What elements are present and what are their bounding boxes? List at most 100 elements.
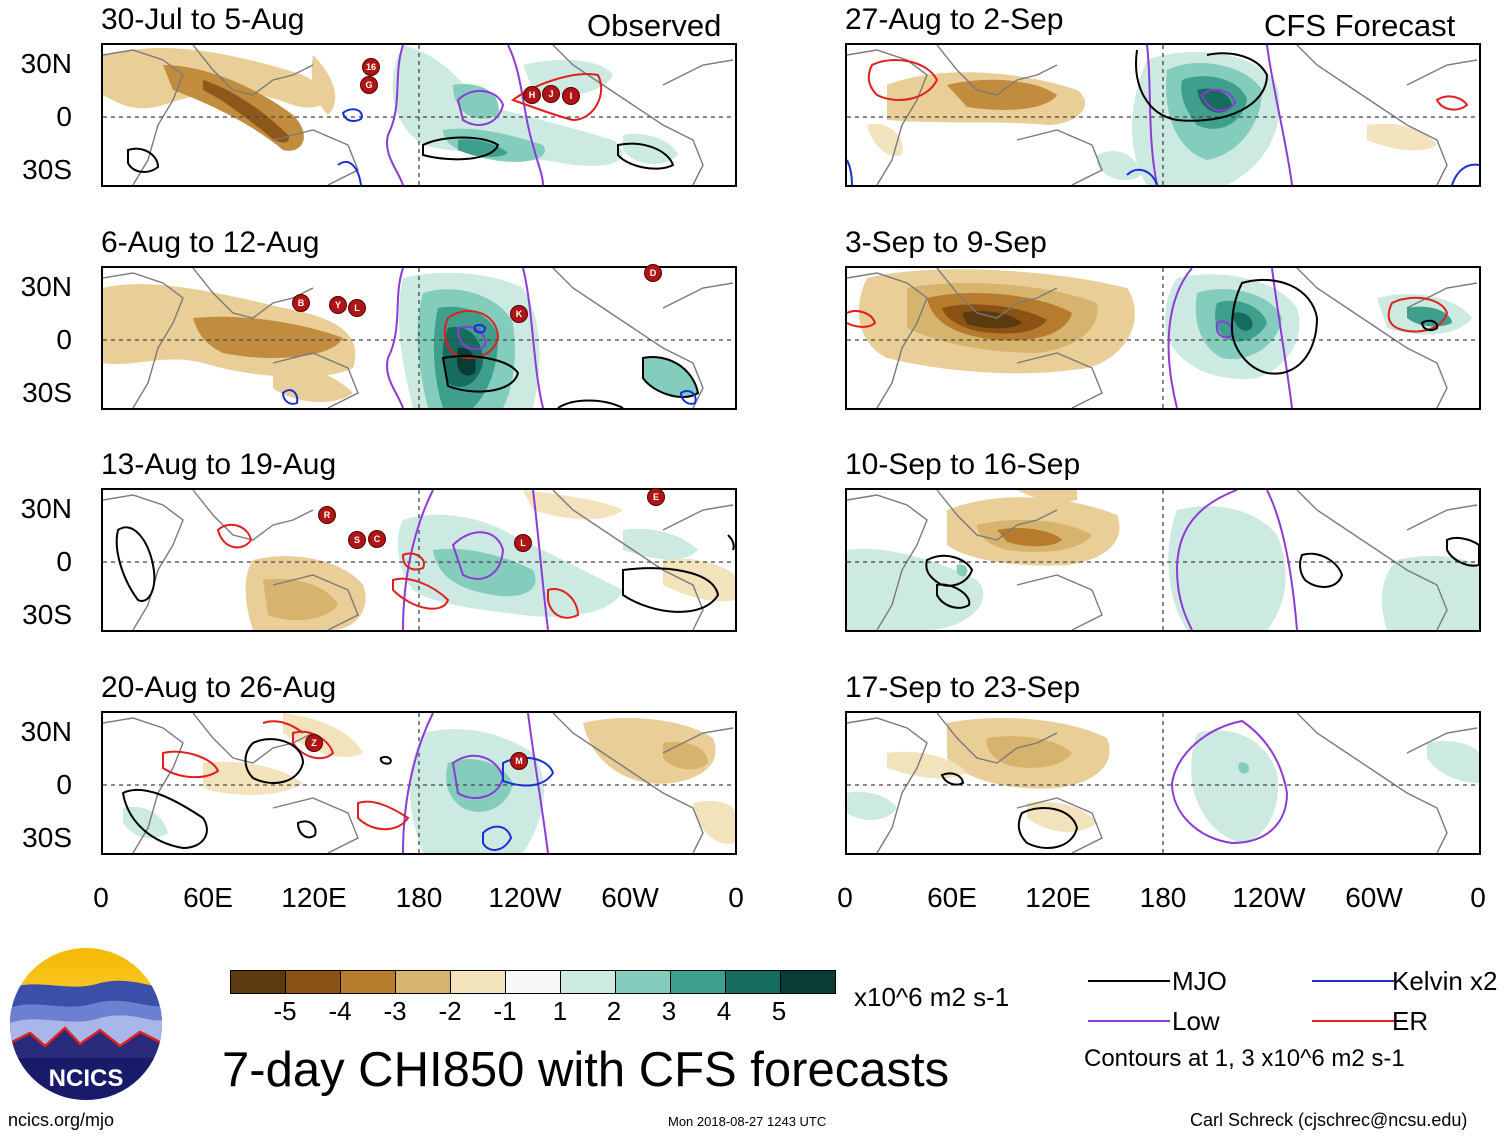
colorbar-swatch — [780, 970, 836, 994]
lat-label: 30S — [22, 822, 72, 853]
divergent-anomaly — [887, 718, 1110, 833]
contours — [281, 268, 700, 408]
map-panel-fcst-4 — [845, 711, 1481, 855]
lon-label: 180 — [395, 882, 443, 913]
tropical-storm-marker: E — [647, 488, 665, 506]
lat-label: 30N — [20, 271, 72, 302]
colorbar-tick-label: -5 — [273, 996, 297, 1026]
lat-label: 0 — [56, 769, 72, 800]
colorbar-swatch — [615, 970, 671, 994]
anomaly-map — [103, 268, 735, 408]
continents — [847, 268, 1478, 408]
lat-label: 30S — [22, 599, 72, 630]
panel-title: 13-Aug to 19-Aug — [101, 448, 337, 481]
ncics-logo: NCICS — [10, 948, 162, 1100]
legend-low-label: Low — [1172, 1006, 1220, 1036]
continents — [847, 45, 1478, 185]
anomaly-map — [847, 45, 1479, 185]
map-panel-fcst-2 — [845, 266, 1481, 410]
map-panel-obs-3 — [101, 488, 737, 632]
tropical-storm-marker: 16 — [362, 58, 380, 76]
lon-label: 120W — [1232, 882, 1306, 913]
footer-url[interactable]: ncics.org/mjo — [8, 1110, 115, 1130]
contours — [121, 713, 555, 853]
anomaly-map — [103, 490, 735, 630]
divergent-anomaly — [245, 490, 735, 630]
continents — [103, 45, 734, 185]
legend-er-line — [1312, 1020, 1394, 1022]
tropical-storm-marker: D — [644, 264, 662, 282]
panel-title: 20-Aug to 26-Aug — [101, 671, 337, 704]
tropical-storm-marker: S — [348, 531, 366, 549]
contours — [847, 268, 1449, 408]
lon-label: 180 — [1139, 882, 1187, 913]
contours — [127, 45, 675, 185]
colorbar-tick-label: 4 — [716, 996, 732, 1026]
colorbar-swatch — [560, 970, 616, 994]
tropical-storm-marker: L — [348, 299, 366, 317]
convergent-anomaly — [847, 730, 1479, 843]
colorbar-swatch — [505, 970, 561, 994]
lat-label: 0 — [56, 324, 72, 355]
legend-mjo-line — [1088, 980, 1170, 982]
colorbar-tick-label: 3 — [661, 996, 677, 1026]
divergent-anomaly — [103, 47, 336, 151]
lon-label: 0 — [728, 882, 744, 913]
colorbar-swatch — [230, 970, 286, 994]
tropical-storm-marker: G — [360, 76, 378, 94]
tropical-storm-marker: C — [368, 530, 386, 548]
lat-label: 30N — [20, 493, 72, 524]
anomaly-map — [103, 713, 735, 853]
divergent-anomaly — [858, 269, 1135, 374]
tropical-storm-marker: B — [292, 294, 310, 312]
lon-label: 0 — [837, 882, 853, 913]
tropical-storm-marker: J — [542, 85, 560, 103]
colorbar-tick-label: -4 — [328, 996, 352, 1026]
lat-label: 30S — [22, 154, 72, 185]
forecast-header: CFS Forecast — [1264, 8, 1456, 43]
contours — [925, 490, 1479, 630]
lon-label: 0 — [1470, 882, 1486, 913]
colorbar-swatch — [395, 970, 451, 994]
tropical-storm-marker: Y — [329, 296, 347, 314]
map-panel-obs-1 — [101, 43, 737, 187]
divergent-anomaly — [103, 284, 356, 403]
lat-label: 0 — [56, 546, 72, 577]
anomaly-map — [847, 490, 1479, 630]
anomaly-map — [847, 713, 1479, 853]
lat-label: 30N — [20, 716, 72, 747]
anomaly-map — [103, 45, 735, 185]
convergent-anomaly — [847, 506, 1479, 630]
colorbar-swatch — [285, 970, 341, 994]
footer-credit: Carl Schreck (cjschrec@ncsu.edu) — [1190, 1110, 1468, 1130]
colorbar-units: x10^6 m2 s-1 — [854, 982, 1010, 1012]
tropical-storm-marker: R — [318, 506, 336, 524]
continents — [847, 713, 1478, 853]
legend-kelvin-label: Kelvin x2 — [1392, 966, 1498, 996]
panel-title: 30-Jul to 5-Aug — [101, 3, 305, 36]
convergent-anomaly — [1097, 52, 1280, 185]
contours — [115, 490, 735, 630]
tropical-storm-marker: I — [562, 87, 580, 105]
footer-timestamp: Mon 2018-08-27 1243 UTC — [668, 1114, 827, 1129]
divergent-anomaly — [203, 713, 735, 844]
colorbar-swatch — [670, 970, 726, 994]
map-panel-obs-4 — [101, 711, 737, 855]
divergent-anomaly — [947, 490, 1120, 566]
legend-er-label: ER — [1392, 1006, 1429, 1036]
lon-label: 120W — [488, 882, 562, 913]
lat-label: 30N — [20, 48, 72, 79]
colorbar-tick-label: -2 — [438, 996, 462, 1026]
tropical-storm-marker: H — [523, 86, 541, 104]
logo-text: NCICS — [49, 1065, 124, 1092]
panel-title: 27-Aug to 2-Sep — [845, 3, 1064, 36]
map-panel-fcst-1 — [845, 43, 1481, 187]
main-title: 7-day CHI850 with CFS forecasts — [222, 1043, 950, 1097]
colorbar-tick-label: 1 — [552, 996, 568, 1026]
lon-label: 60E — [927, 882, 977, 913]
lon-label: 60W — [601, 882, 659, 913]
colorbar-swatch — [725, 970, 781, 994]
contours — [940, 719, 1289, 849]
panel-title: 10-Sep to 16-Sep — [845, 448, 1081, 481]
panel-title: 3-Sep to 9-Sep — [845, 226, 1047, 259]
